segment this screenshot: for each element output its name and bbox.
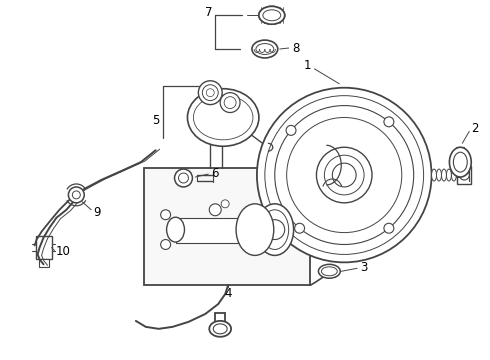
Circle shape <box>287 117 402 233</box>
Ellipse shape <box>449 147 471 177</box>
Ellipse shape <box>321 267 337 276</box>
Ellipse shape <box>263 10 281 21</box>
Ellipse shape <box>451 169 456 181</box>
Circle shape <box>286 125 296 135</box>
Circle shape <box>332 163 356 187</box>
Circle shape <box>73 191 80 199</box>
Text: 2: 2 <box>471 122 479 135</box>
Circle shape <box>161 239 171 249</box>
Circle shape <box>257 88 432 262</box>
Circle shape <box>384 223 394 233</box>
Text: 10: 10 <box>56 245 71 258</box>
Circle shape <box>317 147 372 203</box>
Bar <box>144 168 311 285</box>
Ellipse shape <box>236 204 274 255</box>
Circle shape <box>178 173 189 183</box>
Text: 3: 3 <box>360 261 368 274</box>
Text: 1: 1 <box>304 59 311 72</box>
Ellipse shape <box>446 169 451 181</box>
Circle shape <box>209 204 221 216</box>
Ellipse shape <box>259 6 285 24</box>
Bar <box>457 166 471 184</box>
Circle shape <box>224 96 236 109</box>
Bar <box>175 218 255 243</box>
Text: 4: 4 <box>224 287 232 300</box>
Ellipse shape <box>453 152 467 172</box>
Ellipse shape <box>318 264 340 278</box>
Circle shape <box>174 169 193 187</box>
Ellipse shape <box>256 44 274 54</box>
Circle shape <box>202 85 218 100</box>
Ellipse shape <box>437 169 441 181</box>
Text: 7: 7 <box>204 6 212 19</box>
Text: 5: 5 <box>152 114 159 127</box>
Bar <box>39 260 49 267</box>
Circle shape <box>206 89 214 96</box>
Ellipse shape <box>167 217 184 242</box>
Text: 9: 9 <box>94 206 101 219</box>
Circle shape <box>459 170 469 180</box>
Ellipse shape <box>259 6 285 24</box>
Ellipse shape <box>252 40 278 58</box>
Circle shape <box>220 93 240 113</box>
Ellipse shape <box>188 89 259 146</box>
Text: 6: 6 <box>212 167 219 180</box>
Text: 8: 8 <box>292 41 299 54</box>
Circle shape <box>161 210 171 220</box>
Ellipse shape <box>432 169 437 181</box>
Bar <box>36 235 51 260</box>
Ellipse shape <box>441 169 446 181</box>
Circle shape <box>221 200 229 208</box>
Circle shape <box>69 187 84 203</box>
Circle shape <box>324 155 364 195</box>
Ellipse shape <box>256 204 294 255</box>
Circle shape <box>294 223 305 233</box>
Circle shape <box>265 96 424 255</box>
Ellipse shape <box>261 210 289 249</box>
Circle shape <box>275 105 414 244</box>
Circle shape <box>265 220 285 239</box>
Circle shape <box>198 81 222 105</box>
Ellipse shape <box>194 95 253 140</box>
Circle shape <box>384 117 394 127</box>
